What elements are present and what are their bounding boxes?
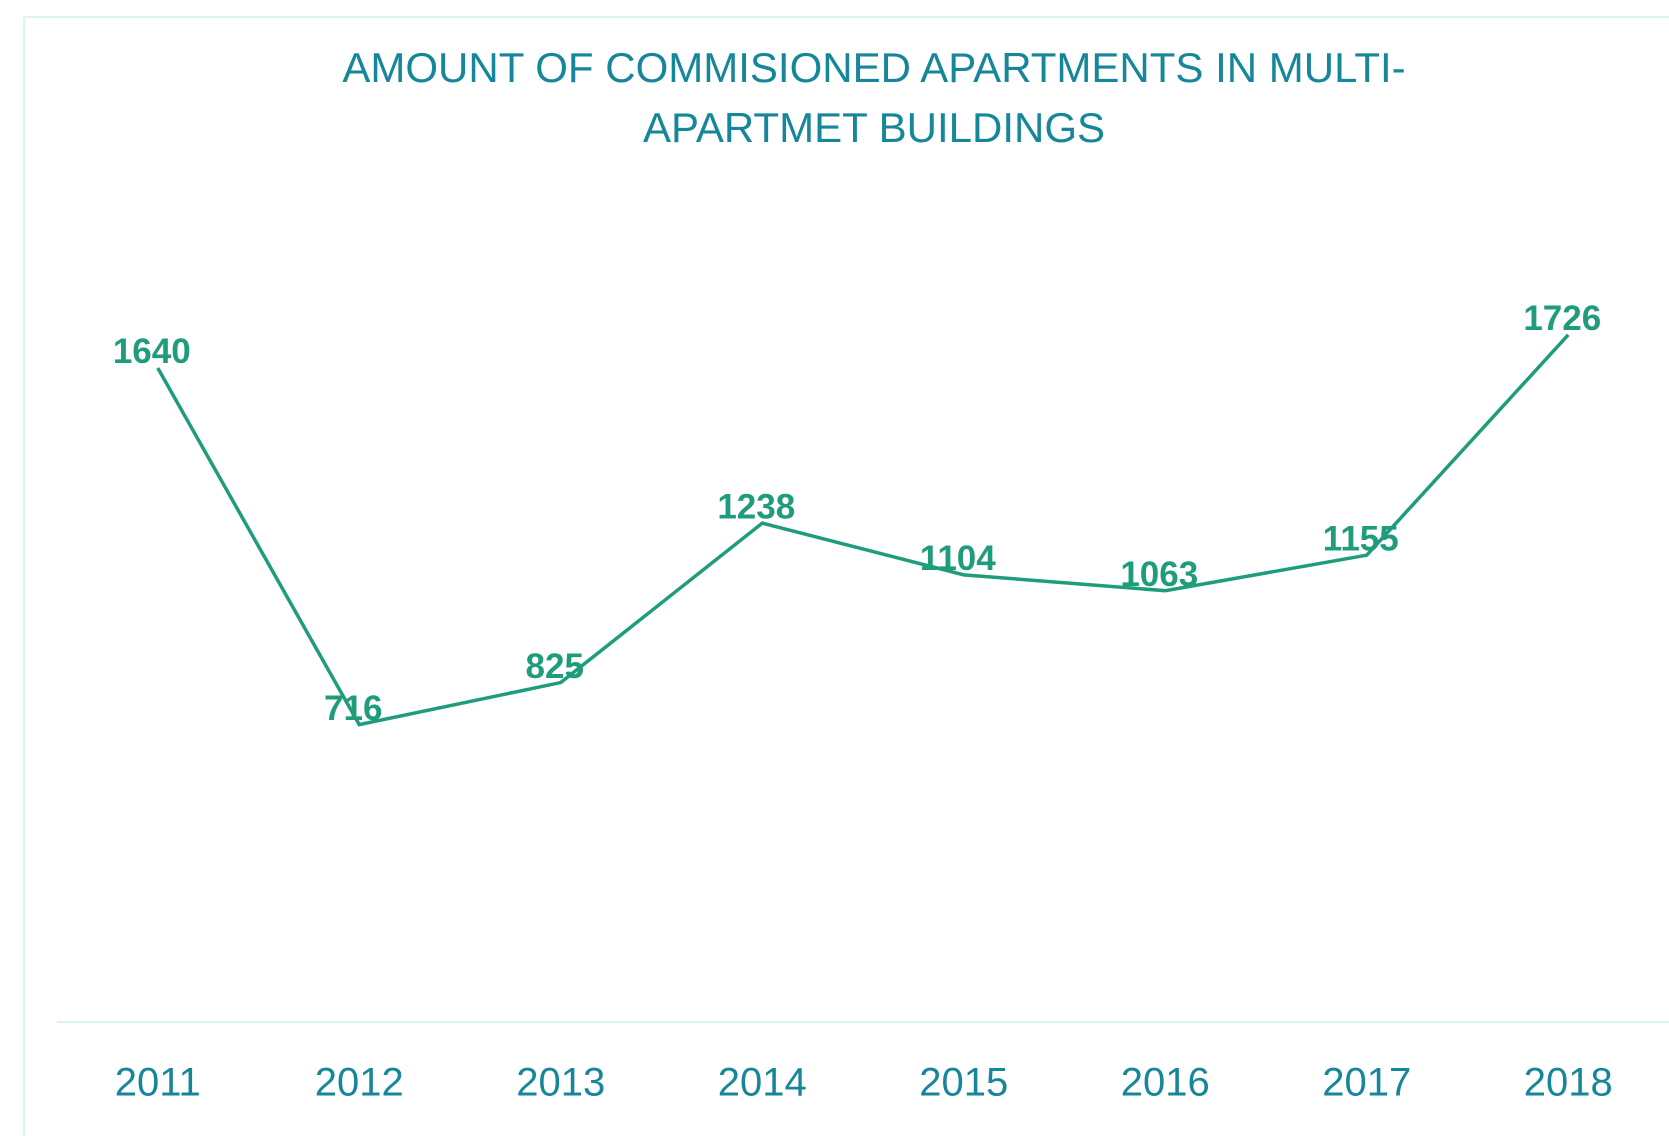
data-label: 825 (526, 647, 584, 686)
data-label: 716 (324, 689, 382, 728)
data-label: 1726 (1523, 299, 1601, 338)
data-label: 1104 (920, 539, 996, 578)
data-label: 1640 (113, 332, 191, 371)
x-tick-label: 2014 (718, 1061, 807, 1105)
x-tick-label: 2016 (1121, 1061, 1210, 1105)
x-tick-label: 2012 (315, 1061, 404, 1105)
x-tick-label: 2015 (919, 1061, 1008, 1105)
x-tick-label: 2018 (1524, 1061, 1613, 1105)
data-label: 1155 (1323, 519, 1399, 558)
x-tick-label: 2017 (1322, 1061, 1411, 1105)
chart-title: AMOUNT OF COMMISIONED APARTMENTS IN MULT… (342, 44, 1406, 151)
x-tick-label: 2011 (115, 1061, 201, 1105)
data-label: 1238 (717, 487, 795, 526)
data-label: 1063 (1120, 555, 1198, 594)
line (156, 333, 1570, 727)
x-tick-label: 2013 (516, 1061, 605, 1105)
chart-frame (23, 16, 1669, 1136)
